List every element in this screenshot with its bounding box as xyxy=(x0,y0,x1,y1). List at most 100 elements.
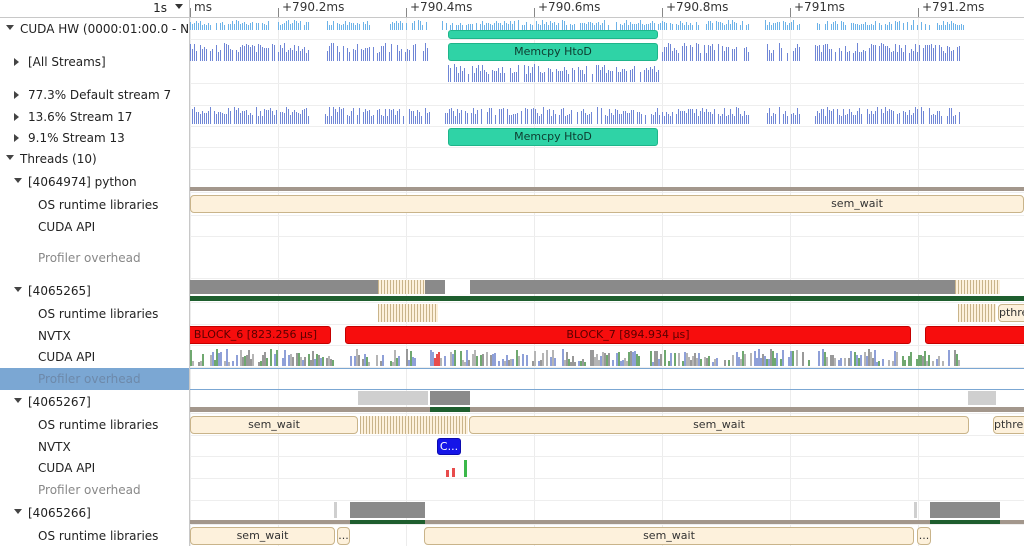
cuda-api-call[interactable] xyxy=(562,349,564,366)
kernel-activity[interactable] xyxy=(601,108,603,124)
kernel-activity[interactable] xyxy=(486,23,488,30)
kernel-activity[interactable] xyxy=(851,23,853,30)
kernel-activity[interactable] xyxy=(240,47,242,61)
kernel-activity[interactable] xyxy=(228,108,230,124)
kernel-activity[interactable] xyxy=(941,116,943,124)
cuda-api-call[interactable] xyxy=(534,351,536,366)
kernel-activity[interactable] xyxy=(690,23,692,30)
kernel-activity[interactable] xyxy=(465,111,467,124)
kernel-activity[interactable] xyxy=(359,24,361,30)
kernel-activity[interactable] xyxy=(504,21,506,30)
cuda-api-call[interactable] xyxy=(240,350,242,366)
kernel-activity[interactable] xyxy=(598,22,600,30)
kernel-activity[interactable] xyxy=(453,111,455,124)
kernel-activity[interactable] xyxy=(797,44,799,61)
kernel-activity[interactable] xyxy=(619,114,621,124)
cuda-api-call[interactable] xyxy=(602,352,604,366)
cuda-api-call[interactable] xyxy=(210,355,212,366)
kernel-activity[interactable] xyxy=(392,22,394,30)
kernel-activity[interactable] xyxy=(357,23,359,30)
kernel-activity[interactable] xyxy=(413,45,415,61)
kernel-activity[interactable] xyxy=(300,21,302,30)
kernel-activity[interactable] xyxy=(502,67,504,82)
kernel-activity[interactable] xyxy=(377,110,379,124)
kernel-activity[interactable] xyxy=(708,21,710,30)
kernel-activity[interactable] xyxy=(664,116,666,124)
kernel-activity[interactable] xyxy=(327,116,329,124)
kernel-activity[interactable] xyxy=(947,46,949,61)
kernel-activity[interactable] xyxy=(222,22,224,30)
kernel-activity[interactable] xyxy=(421,116,423,124)
kernel-activity[interactable] xyxy=(582,70,584,82)
kernel-activity[interactable] xyxy=(325,114,327,124)
kernel-activity[interactable] xyxy=(268,110,270,124)
kernel-activity[interactable] xyxy=(845,46,847,61)
kernel-activity[interactable] xyxy=(724,108,726,124)
cuda-api-call[interactable] xyxy=(526,355,528,366)
kernel-activity[interactable] xyxy=(572,25,574,30)
cuda-api-call[interactable] xyxy=(712,362,714,366)
cuda-api-call[interactable] xyxy=(266,358,268,366)
kernel-activity[interactable] xyxy=(290,115,292,124)
kernel-activity[interactable] xyxy=(616,67,618,82)
kernel-activity[interactable] xyxy=(605,115,607,124)
os-runtime-calls[interactable] xyxy=(378,280,425,294)
cuda-api-call[interactable] xyxy=(320,358,322,366)
cuda-api-call[interactable] xyxy=(302,360,304,366)
kernel-activity[interactable] xyxy=(403,116,405,124)
row-cuda-hw[interactable]: CUDA HW (0000:01:00.0 - NVI xyxy=(0,18,189,40)
kernel-activity[interactable] xyxy=(442,21,444,30)
kernel-activity[interactable] xyxy=(302,110,304,124)
cuda-api-call[interactable] xyxy=(652,362,654,366)
kernel-activity[interactable] xyxy=(244,22,246,30)
kernel-activity[interactable] xyxy=(502,25,504,30)
kernel-activity[interactable] xyxy=(242,45,244,61)
cuda-api-call[interactable] xyxy=(326,358,328,366)
kernel-activity[interactable] xyxy=(308,116,310,124)
cuda-api-call[interactable] xyxy=(276,350,278,366)
cuda-api-call[interactable] xyxy=(592,350,594,366)
kernel-activity[interactable] xyxy=(781,48,783,61)
kernel-activity[interactable] xyxy=(503,108,505,124)
kernel-activity[interactable] xyxy=(347,115,349,124)
kernel-activity[interactable] xyxy=(634,24,636,30)
kernel-activity[interactable] xyxy=(355,50,357,61)
kernel-activity[interactable] xyxy=(284,23,286,30)
kernel-activity[interactable] xyxy=(730,24,732,30)
kernel-activity[interactable] xyxy=(596,65,598,82)
kernel-activity[interactable] xyxy=(447,113,449,124)
cuda-api-call[interactable] xyxy=(650,351,652,366)
kernel-activity[interactable] xyxy=(216,23,218,30)
kernel-activity[interactable] xyxy=(564,67,566,82)
kernel-activity[interactable] xyxy=(632,69,634,82)
kernel-activity[interactable] xyxy=(471,113,473,124)
kernel-activity[interactable] xyxy=(650,23,652,30)
cuda-api-call[interactable] xyxy=(468,360,470,366)
cuda-api-call[interactable] xyxy=(628,352,630,366)
kernel-activity[interactable] xyxy=(517,113,519,124)
kernel-activity[interactable] xyxy=(899,21,901,30)
kernel-activity[interactable] xyxy=(474,73,476,82)
kernel-activity[interactable] xyxy=(623,111,625,124)
kernel-activity[interactable] xyxy=(538,66,540,82)
kernel-activity[interactable] xyxy=(893,111,895,124)
kernel-activity[interactable] xyxy=(779,43,781,61)
kernel-activity[interactable] xyxy=(708,112,710,124)
cuda-api-call[interactable] xyxy=(626,361,628,366)
kernel-activity[interactable] xyxy=(272,44,274,61)
kernel-activity[interactable] xyxy=(666,47,668,61)
kernel-activity[interactable] xyxy=(398,23,400,30)
cuda-api-call[interactable] xyxy=(364,354,366,366)
kernel-activity[interactable] xyxy=(379,109,381,124)
kernel-activity[interactable] xyxy=(682,46,684,61)
kernel-activity[interactable] xyxy=(871,24,873,30)
kernel-activity[interactable] xyxy=(646,68,648,82)
cuda-api-call[interactable] xyxy=(242,357,244,366)
kernel-activity[interactable] xyxy=(365,48,367,61)
kernel-activity[interactable] xyxy=(885,107,887,124)
kernel-activity[interactable] xyxy=(641,114,643,124)
kernel-activity[interactable] xyxy=(611,113,613,124)
cuda-api-call[interactable] xyxy=(870,352,872,366)
kernel-activity[interactable] xyxy=(629,113,631,124)
cuda-api-call[interactable] xyxy=(826,357,828,366)
